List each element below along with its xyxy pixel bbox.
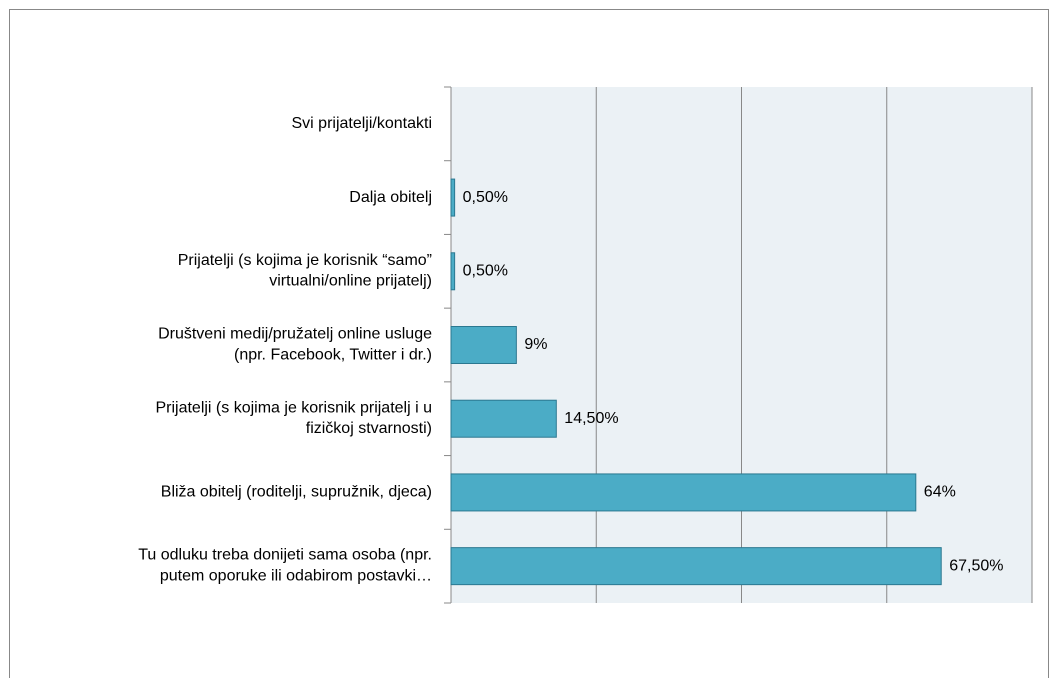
bar: [450, 547, 942, 586]
bar: [450, 252, 456, 291]
data-label: 67,50%: [949, 557, 1003, 574]
y-tick-label: Prijatelji (s kojima je korisnik “samo” v…: [178, 252, 432, 290]
y-tick-label: Društveni medij/pružatelj online usluge(…: [158, 326, 432, 364]
data-label: 9%: [524, 336, 547, 353]
y-tick-label: Bliža obitelj (roditelji, supružnik, dje…: [161, 484, 432, 501]
y-tick-label: Tu odluku treba donijeti sama osoba (npr…: [138, 547, 432, 585]
y-tick-label: Dalja obitelj: [349, 189, 432, 206]
y-tick-label: Prijatelji (s kojima je korisnik prijate…: [155, 400, 432, 438]
bar: [450, 473, 917, 512]
data-label: 0,50%: [463, 189, 508, 206]
chart-border: [9, 9, 1049, 683]
bar: [450, 326, 517, 364]
y-tick-label: Svi prijatelji/kontakti: [292, 115, 433, 132]
data-label: 14,50%: [564, 410, 618, 427]
bar: [450, 399, 557, 438]
bar: [450, 178, 456, 217]
data-label: 0,50%: [463, 263, 508, 280]
data-label: 64%: [924, 484, 956, 501]
